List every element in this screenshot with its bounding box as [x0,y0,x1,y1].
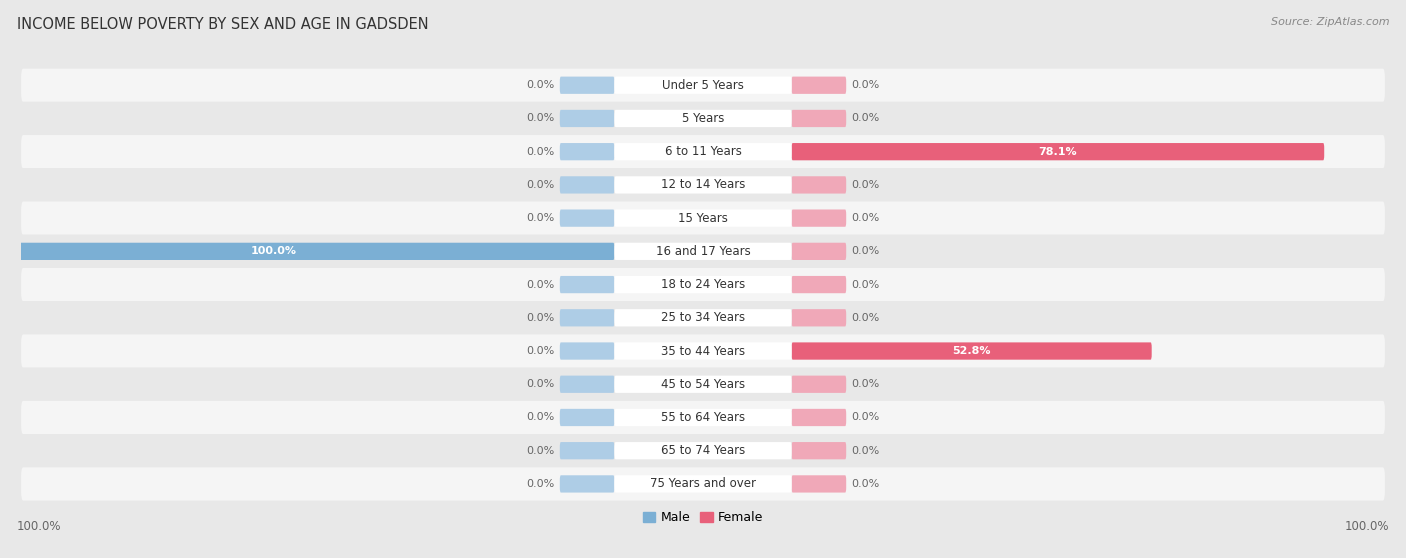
FancyBboxPatch shape [614,110,792,127]
Text: 0.0%: 0.0% [526,446,554,456]
FancyBboxPatch shape [792,376,846,393]
FancyBboxPatch shape [614,143,792,160]
FancyBboxPatch shape [792,243,846,260]
Text: INCOME BELOW POVERTY BY SEX AND AGE IN GADSDEN: INCOME BELOW POVERTY BY SEX AND AGE IN G… [17,17,429,32]
FancyBboxPatch shape [21,169,1385,201]
Text: 15 Years: 15 Years [678,211,728,225]
FancyBboxPatch shape [560,276,614,293]
Text: 0.0%: 0.0% [526,313,554,323]
FancyBboxPatch shape [21,467,1385,501]
FancyBboxPatch shape [614,309,792,326]
Text: 0.0%: 0.0% [526,213,554,223]
Text: 5 Years: 5 Years [682,112,724,125]
Text: 0.0%: 0.0% [852,180,880,190]
FancyBboxPatch shape [21,334,1385,368]
Text: 25 to 34 Years: 25 to 34 Years [661,311,745,324]
FancyBboxPatch shape [614,376,792,393]
Text: 0.0%: 0.0% [526,147,554,157]
FancyBboxPatch shape [21,135,1385,169]
FancyBboxPatch shape [560,176,614,194]
Text: 0.0%: 0.0% [852,379,880,389]
Text: 75 Years and over: 75 Years and over [650,478,756,490]
Text: 0.0%: 0.0% [852,313,880,323]
Text: 100.0%: 100.0% [250,246,297,256]
FancyBboxPatch shape [792,309,846,326]
FancyBboxPatch shape [560,343,614,360]
FancyBboxPatch shape [21,235,1385,268]
Text: 0.0%: 0.0% [852,246,880,256]
FancyBboxPatch shape [792,110,846,127]
FancyBboxPatch shape [560,143,614,160]
FancyBboxPatch shape [560,475,614,493]
Text: Source: ZipAtlas.com: Source: ZipAtlas.com [1271,17,1389,27]
FancyBboxPatch shape [21,434,1385,467]
Text: 35 to 44 Years: 35 to 44 Years [661,344,745,358]
FancyBboxPatch shape [21,69,1385,102]
FancyBboxPatch shape [792,143,1324,160]
FancyBboxPatch shape [21,102,1385,135]
Text: 0.0%: 0.0% [526,180,554,190]
FancyBboxPatch shape [560,309,614,326]
Text: 0.0%: 0.0% [526,280,554,290]
Text: 0.0%: 0.0% [526,479,554,489]
Text: 0.0%: 0.0% [526,80,554,90]
FancyBboxPatch shape [0,243,614,260]
Text: 100.0%: 100.0% [1344,520,1389,533]
FancyBboxPatch shape [792,176,846,194]
FancyBboxPatch shape [792,76,846,94]
Text: 6 to 11 Years: 6 to 11 Years [665,145,741,158]
Text: 0.0%: 0.0% [852,446,880,456]
FancyBboxPatch shape [614,475,792,493]
Text: 0.0%: 0.0% [852,280,880,290]
Text: 0.0%: 0.0% [852,412,880,422]
FancyBboxPatch shape [560,409,614,426]
Text: 16 and 17 Years: 16 and 17 Years [655,245,751,258]
Text: 65 to 74 Years: 65 to 74 Years [661,444,745,457]
Text: 78.1%: 78.1% [1039,147,1077,157]
FancyBboxPatch shape [614,76,792,94]
FancyBboxPatch shape [792,475,846,493]
Text: 0.0%: 0.0% [852,479,880,489]
Text: 45 to 54 Years: 45 to 54 Years [661,378,745,391]
Text: 52.8%: 52.8% [952,346,991,356]
FancyBboxPatch shape [21,401,1385,434]
FancyBboxPatch shape [792,276,846,293]
FancyBboxPatch shape [21,268,1385,301]
FancyBboxPatch shape [21,368,1385,401]
Text: Under 5 Years: Under 5 Years [662,79,744,92]
FancyBboxPatch shape [560,376,614,393]
Text: 0.0%: 0.0% [526,412,554,422]
Text: 0.0%: 0.0% [526,113,554,123]
Text: 55 to 64 Years: 55 to 64 Years [661,411,745,424]
FancyBboxPatch shape [560,76,614,94]
Text: 100.0%: 100.0% [17,520,62,533]
FancyBboxPatch shape [792,209,846,227]
FancyBboxPatch shape [21,301,1385,334]
Text: 18 to 24 Years: 18 to 24 Years [661,278,745,291]
FancyBboxPatch shape [21,201,1385,235]
FancyBboxPatch shape [614,276,792,293]
FancyBboxPatch shape [614,209,792,227]
FancyBboxPatch shape [560,110,614,127]
FancyBboxPatch shape [560,209,614,227]
Legend: Male, Female: Male, Female [643,511,763,524]
FancyBboxPatch shape [614,243,792,260]
FancyBboxPatch shape [614,442,792,459]
Text: 0.0%: 0.0% [526,346,554,356]
FancyBboxPatch shape [614,409,792,426]
FancyBboxPatch shape [792,442,846,459]
FancyBboxPatch shape [792,343,1152,360]
FancyBboxPatch shape [614,176,792,194]
Text: 0.0%: 0.0% [852,80,880,90]
Text: 0.0%: 0.0% [852,113,880,123]
Text: 12 to 14 Years: 12 to 14 Years [661,179,745,191]
Text: 0.0%: 0.0% [526,379,554,389]
FancyBboxPatch shape [560,442,614,459]
FancyBboxPatch shape [614,343,792,360]
Text: 0.0%: 0.0% [852,213,880,223]
FancyBboxPatch shape [792,409,846,426]
